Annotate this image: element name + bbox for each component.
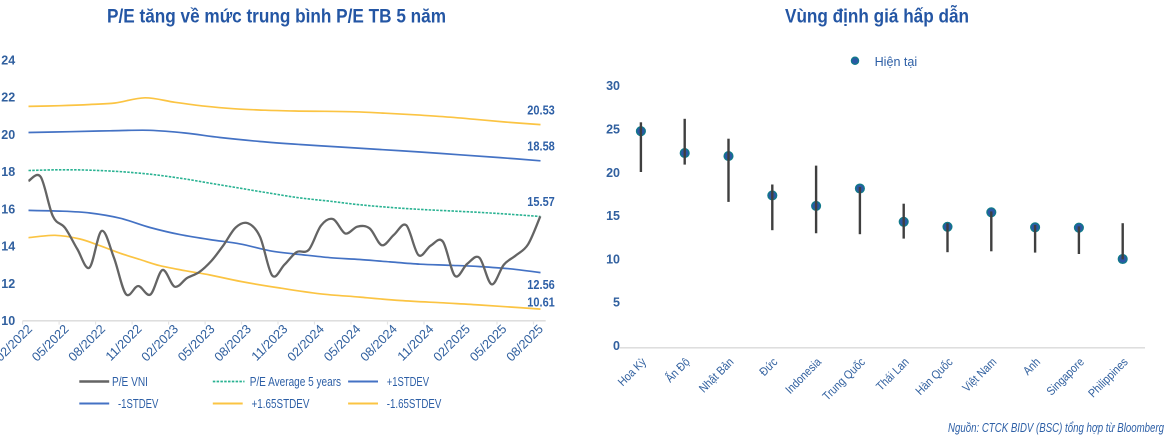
svg-text:20: 20	[1, 128, 15, 142]
svg-text:18: 18	[1, 165, 15, 179]
svg-text:15.57: 15.57	[527, 195, 555, 209]
svg-text:16: 16	[1, 202, 15, 216]
svg-text:P/E Average 5 years: P/E Average 5 years	[250, 375, 341, 389]
svg-text:10: 10	[606, 252, 620, 266]
svg-text:P/E tăng về mức trung bình P/E: P/E tăng về mức trung bình P/E TB 5 năm	[107, 7, 446, 28]
svg-text:5: 5	[613, 296, 620, 310]
svg-text:Nguồn: CTCK BIDV (BSC) tổng hợ: Nguồn: CTCK BIDV (BSC) tổng hợp từ Bloom…	[948, 421, 1164, 435]
svg-text:18.58: 18.58	[527, 139, 555, 153]
svg-text:-1.65STDEV: -1.65STDEV	[387, 397, 442, 411]
svg-text:15: 15	[606, 209, 620, 223]
svg-text:+1STDEV: +1STDEV	[387, 375, 430, 389]
svg-text:25: 25	[606, 123, 620, 137]
svg-text:14: 14	[1, 240, 15, 254]
svg-text:20: 20	[606, 166, 620, 180]
svg-text:Vùng định giá hấp dẫn: Vùng định giá hấp dẫn	[785, 6, 969, 28]
svg-text:-1STDEV: -1STDEV	[118, 397, 159, 411]
svg-text:30: 30	[606, 79, 620, 93]
svg-text:10.61: 10.61	[527, 295, 555, 309]
svg-text:10: 10	[1, 314, 15, 328]
svg-text:20.53: 20.53	[527, 103, 555, 117]
svg-text:22: 22	[1, 91, 15, 105]
svg-text:Hiện tại: Hiện tại	[875, 54, 918, 69]
svg-text:12: 12	[1, 277, 15, 291]
svg-text:0: 0	[613, 339, 620, 353]
svg-text:+1.65STDEV: +1.65STDEV	[252, 397, 311, 411]
svg-text:24: 24	[1, 53, 15, 67]
svg-text:12.56: 12.56	[527, 278, 555, 292]
svg-text:P/E VNI: P/E VNI	[112, 375, 148, 389]
